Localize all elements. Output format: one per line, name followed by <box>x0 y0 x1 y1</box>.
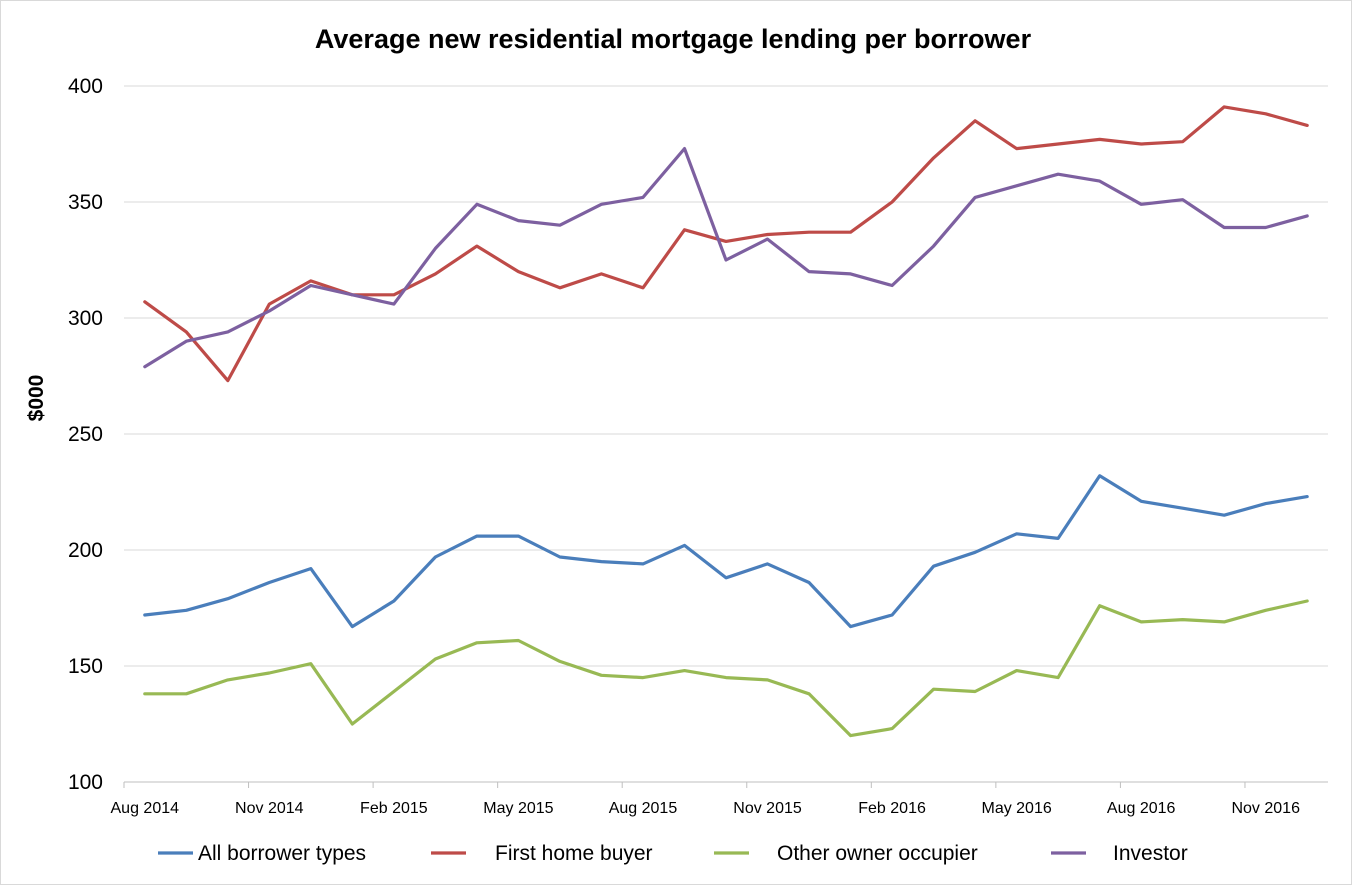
series-line-all-borrower-types <box>143 474 1309 629</box>
series-lines <box>143 105 1309 738</box>
x-tick-label: May 2016 <box>981 800 1051 817</box>
legend-label-first-home-buyer: First home buyer <box>495 842 653 865</box>
legend-label-all-borrower-types: All borrower types <box>198 842 366 865</box>
y-tick-label: 200 <box>68 539 103 562</box>
legend: All borrower types First home buyer Other … <box>158 842 1188 865</box>
series-line-other-owner-occupier <box>143 599 1309 738</box>
y-tick-label: 250 <box>68 423 103 446</box>
legend-label-other-owner-occupier: Other owner occupier <box>777 842 978 865</box>
y-axis-label: $000 <box>25 375 48 422</box>
y-axis-ticks: 100 150 200 250 300 350 400 <box>68 75 103 794</box>
x-tick-label: Nov 2015 <box>733 800 802 817</box>
x-axis-ticks: Aug 2014 Nov 2014 Feb 2015 May 2015 Aug 2015… <box>111 782 1300 817</box>
x-tick-label: Aug 2014 <box>111 800 180 817</box>
series-line-first-home-buyer <box>143 105 1309 383</box>
y-tick-label: 100 <box>68 771 103 794</box>
x-tick-label: Feb 2016 <box>858 800 926 817</box>
series-line-investor <box>143 147 1309 369</box>
gridlines <box>124 85 1328 667</box>
x-tick-label: Aug 2016 <box>1107 800 1176 817</box>
y-tick-label: 400 <box>68 75 103 98</box>
x-tick-label: Feb 2015 <box>360 800 428 817</box>
x-tick-label: Nov 2016 <box>1231 800 1300 817</box>
x-tick-label: Nov 2014 <box>235 800 304 817</box>
x-tick-label: May 2015 <box>483 800 553 817</box>
y-tick-label: 350 <box>68 191 103 214</box>
y-tick-label: 150 <box>68 655 103 678</box>
chart-title: Average new residential mortgage lending… <box>315 24 1032 54</box>
legend-label-investor: Investor <box>1113 842 1188 865</box>
x-tick-label: Aug 2015 <box>609 800 678 817</box>
y-tick-label: 300 <box>68 307 103 330</box>
